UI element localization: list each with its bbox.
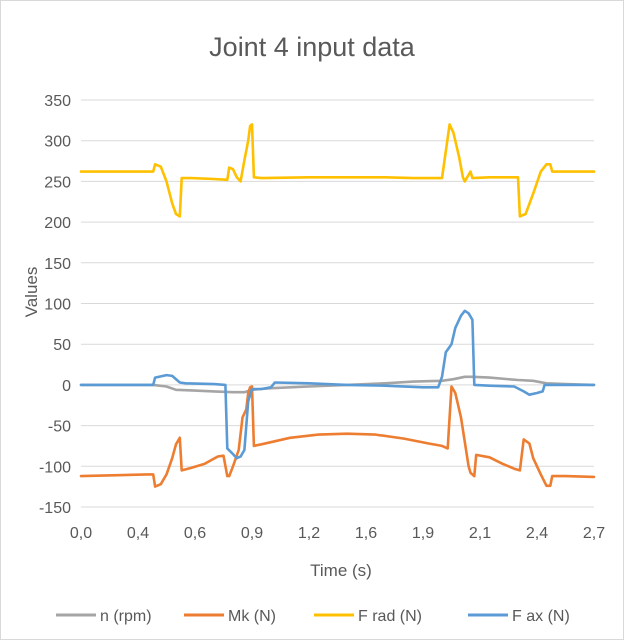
x-tick-label: 0,6 [184, 525, 206, 542]
y-axis-title: Values [22, 267, 41, 318]
x-axis-ticks: 0,0 0,4 0,6 0,9 1,2 1,6 1,9 2,1 2,4 2,7 [70, 525, 605, 542]
y-tick-label: -100 [39, 459, 71, 476]
legend-label-1: Mk (N) [228, 608, 276, 625]
y-tick-label: -150 [39, 500, 71, 517]
x-tick-label: 1,6 [355, 525, 377, 542]
y-tick-label: 0 [62, 378, 71, 395]
legend: n (rpm) Mk (N) F rad (N) F ax (N) [56, 608, 570, 625]
y-tick-label: 100 [44, 297, 71, 314]
series-line-2 [79, 123, 596, 218]
legend-label-3: F ax (N) [512, 608, 570, 625]
x-tick-label: 2,1 [469, 525, 491, 542]
y-tick-label: 150 [44, 256, 71, 273]
x-tick-label: 2,4 [526, 525, 548, 542]
x-tick-label: 0,0 [70, 525, 92, 542]
legend-label-0: n (rpm) [100, 608, 152, 625]
y-tick-label: 300 [44, 134, 71, 151]
legend-label-2: F rad (N) [358, 608, 422, 625]
x-tick-label: 2,7 [583, 525, 605, 542]
series-line-3 [79, 309, 596, 460]
series-line-1 [79, 385, 596, 488]
y-tick-label: 50 [53, 337, 71, 354]
x-tick-label: 1,2 [298, 525, 320, 542]
y-tick-label: 250 [44, 174, 71, 191]
x-axis-title: Time (s) [310, 561, 372, 580]
y-tick-label: -50 [48, 419, 71, 436]
y-tick-label: 350 [44, 93, 71, 110]
gridlines [81, 99, 594, 508]
x-tick-label: 0,9 [241, 525, 263, 542]
series-lines [79, 123, 596, 488]
chart-title: Joint 4 input data [209, 32, 416, 62]
x-tick-label: 1,9 [412, 525, 434, 542]
y-axis-ticks: -150 -100 -50 0 50 100 150 200 250 300 350 [39, 93, 71, 517]
x-tick-label: 0,4 [127, 525, 149, 542]
y-tick-label: 200 [44, 215, 71, 232]
